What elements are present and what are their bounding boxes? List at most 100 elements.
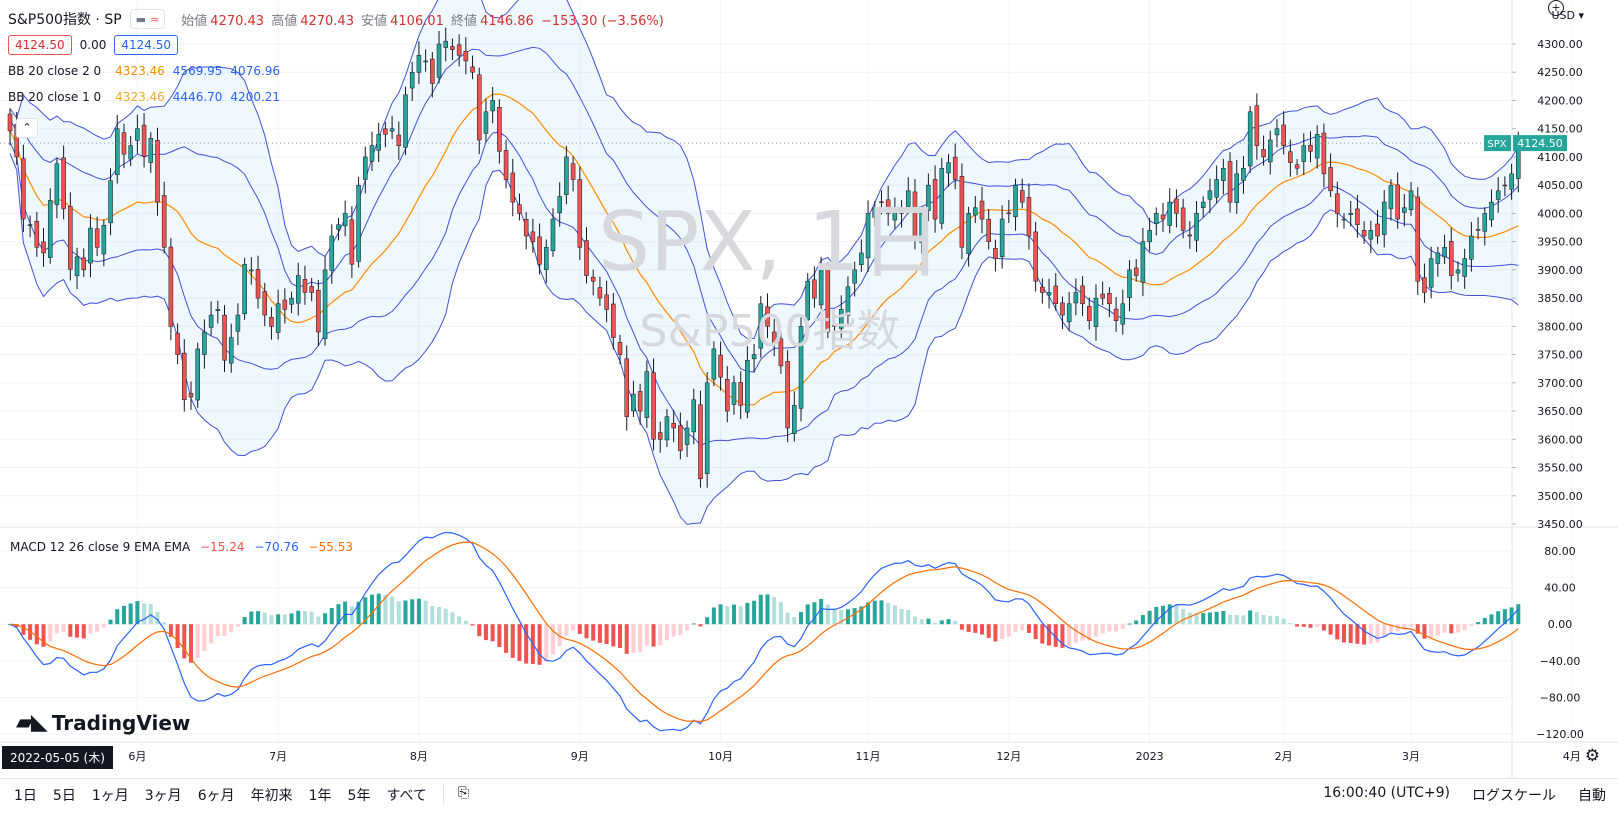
macd-hist-bar bbox=[832, 608, 837, 625]
macd-hist-bar bbox=[1422, 624, 1427, 639]
month-label: 3月 bbox=[1402, 750, 1420, 763]
candle-body bbox=[21, 158, 26, 220]
candle-body bbox=[255, 269, 261, 299]
price-tick-label: 4150.00 bbox=[1537, 123, 1583, 136]
price-tick-label: 3450.00 bbox=[1537, 518, 1583, 531]
macd-hist-bar bbox=[1509, 607, 1514, 625]
range-ytd[interactable]: 年初来 bbox=[250, 788, 293, 804]
macd-hist-bar bbox=[933, 622, 938, 625]
candle-body bbox=[376, 134, 381, 151]
candle-body bbox=[537, 236, 542, 265]
macd-hist-bar bbox=[973, 624, 978, 633]
price-tick-label: 4200.00 bbox=[1537, 94, 1583, 107]
macd-hist-bar bbox=[155, 611, 160, 625]
auto-scale-toggle[interactable]: 自動 bbox=[1578, 788, 1606, 804]
macd-tick-label: −120.00 bbox=[1536, 728, 1584, 741]
candle-body bbox=[1361, 230, 1367, 237]
macd-hist-bar bbox=[276, 614, 281, 625]
range-1y[interactable]: 1年 bbox=[308, 788, 332, 804]
tradingview-logo[interactable]: ▰◣ TradingView bbox=[16, 710, 190, 735]
candle-body bbox=[778, 338, 784, 367]
eye-icon[interactable]: ▬ bbox=[135, 12, 147, 26]
candle-body bbox=[436, 43, 442, 78]
macd-hist-bar bbox=[959, 624, 964, 630]
price-tick-label: 3800.00 bbox=[1537, 320, 1583, 333]
macd-hist-bar bbox=[215, 624, 220, 637]
macd-hist-bar bbox=[235, 624, 240, 627]
candle-body bbox=[892, 207, 898, 221]
macd-line-value: −70.76 bbox=[254, 540, 299, 554]
range-6m[interactable]: 6ヶ月 bbox=[197, 788, 235, 804]
candle-body bbox=[215, 309, 221, 311]
macd-hist-bar bbox=[825, 604, 830, 625]
gear-icon[interactable]: ⚙ bbox=[1584, 746, 1600, 766]
range-1d[interactable]: 1日 bbox=[14, 788, 37, 804]
macd-hist-bar bbox=[872, 600, 877, 625]
indicator-toggle[interactable]: ▬ ≈ bbox=[129, 9, 166, 29]
candle-body bbox=[403, 94, 408, 148]
candle-body bbox=[1154, 213, 1159, 224]
macd-hist-bar bbox=[1140, 615, 1145, 625]
candle-body bbox=[47, 200, 53, 258]
candle-body bbox=[470, 66, 475, 73]
macd-tick-label: 40.00 bbox=[1544, 582, 1576, 595]
range-5d[interactable]: 5日 bbox=[52, 788, 76, 804]
macd-hist-bar bbox=[624, 624, 629, 654]
ask-box[interactable]: 4124.50 bbox=[114, 35, 178, 55]
macd-hist-bar bbox=[524, 624, 529, 664]
candle-body bbox=[664, 416, 670, 441]
wave-icon[interactable]: ≈ bbox=[150, 12, 160, 26]
macd-hist-bar bbox=[584, 624, 589, 639]
macd-hist-bar bbox=[416, 598, 421, 625]
clock-time[interactable]: 16:00:40 (UTC+9) bbox=[1323, 785, 1450, 801]
bb1-legend[interactable]: BB 20 close 1 0 4323.46 4446.70 4200.21 bbox=[8, 84, 667, 110]
candle-body bbox=[1087, 306, 1092, 321]
macd-hist-bar bbox=[269, 615, 274, 625]
macd-legend[interactable]: MACD 12 26 close 9 EMA EMA −15.24 −70.76… bbox=[10, 540, 359, 554]
macd-hist-bar bbox=[1274, 616, 1279, 625]
candle-body bbox=[1314, 134, 1320, 159]
macd-hist-bar bbox=[1476, 622, 1481, 625]
candle-body bbox=[1026, 197, 1032, 237]
macd-hist-bar bbox=[202, 624, 207, 652]
candle-body bbox=[564, 156, 569, 195]
macd-hist-bar bbox=[678, 624, 683, 636]
candle-body bbox=[497, 106, 502, 152]
candle-body bbox=[879, 201, 884, 204]
candle-body bbox=[805, 280, 810, 321]
candle-body bbox=[1120, 303, 1126, 325]
candle-body bbox=[1187, 234, 1193, 237]
range-5y[interactable]: 5年 bbox=[347, 788, 371, 804]
log-scale-toggle[interactable]: ログスケール bbox=[1472, 788, 1556, 804]
macd-hist-bar bbox=[88, 624, 93, 634]
price-tick-label: 3650.00 bbox=[1537, 405, 1583, 418]
macd-hist-bar bbox=[1442, 624, 1447, 633]
candle-body bbox=[959, 176, 965, 248]
price-tick-label: 4100.00 bbox=[1537, 151, 1583, 164]
range-1m[interactable]: 1ヶ月 bbox=[91, 788, 129, 804]
macd-tick-label: 0.00 bbox=[1548, 618, 1573, 631]
bid-box[interactable]: 4124.50 bbox=[8, 35, 72, 55]
bb2-upper: 4569.95 bbox=[172, 64, 223, 78]
macd-hist-bar bbox=[229, 624, 234, 633]
plus-icon[interactable]: + bbox=[1548, 0, 1564, 16]
month-label: 2023 bbox=[1136, 750, 1164, 763]
candle-body bbox=[228, 337, 234, 364]
range-all[interactable]: すべて bbox=[386, 788, 427, 804]
macd-hist-bar bbox=[470, 624, 475, 626]
bb2-legend[interactable]: BB 20 close 2 0 4323.46 4569.95 4076.96 bbox=[8, 58, 667, 84]
range-3m[interactable]: 3ヶ月 bbox=[144, 788, 182, 804]
macd-hist-bar bbox=[1033, 624, 1038, 640]
goto-date-icon[interactable]: ⎘ bbox=[442, 785, 469, 805]
macd-hist-bar bbox=[1295, 624, 1300, 627]
candle-body bbox=[1100, 293, 1105, 299]
symbol-name[interactable]: S&P500指数 · SP bbox=[8, 12, 122, 28]
macd-hist-bar bbox=[591, 624, 596, 641]
macd-hist-bar bbox=[1047, 624, 1052, 646]
candle-body bbox=[932, 179, 938, 220]
macd-hist-bar bbox=[188, 624, 194, 663]
collapse-legend-button[interactable]: ⌃ bbox=[16, 118, 38, 138]
candle-body bbox=[1428, 258, 1434, 288]
macd-hist-bar bbox=[986, 624, 991, 638]
